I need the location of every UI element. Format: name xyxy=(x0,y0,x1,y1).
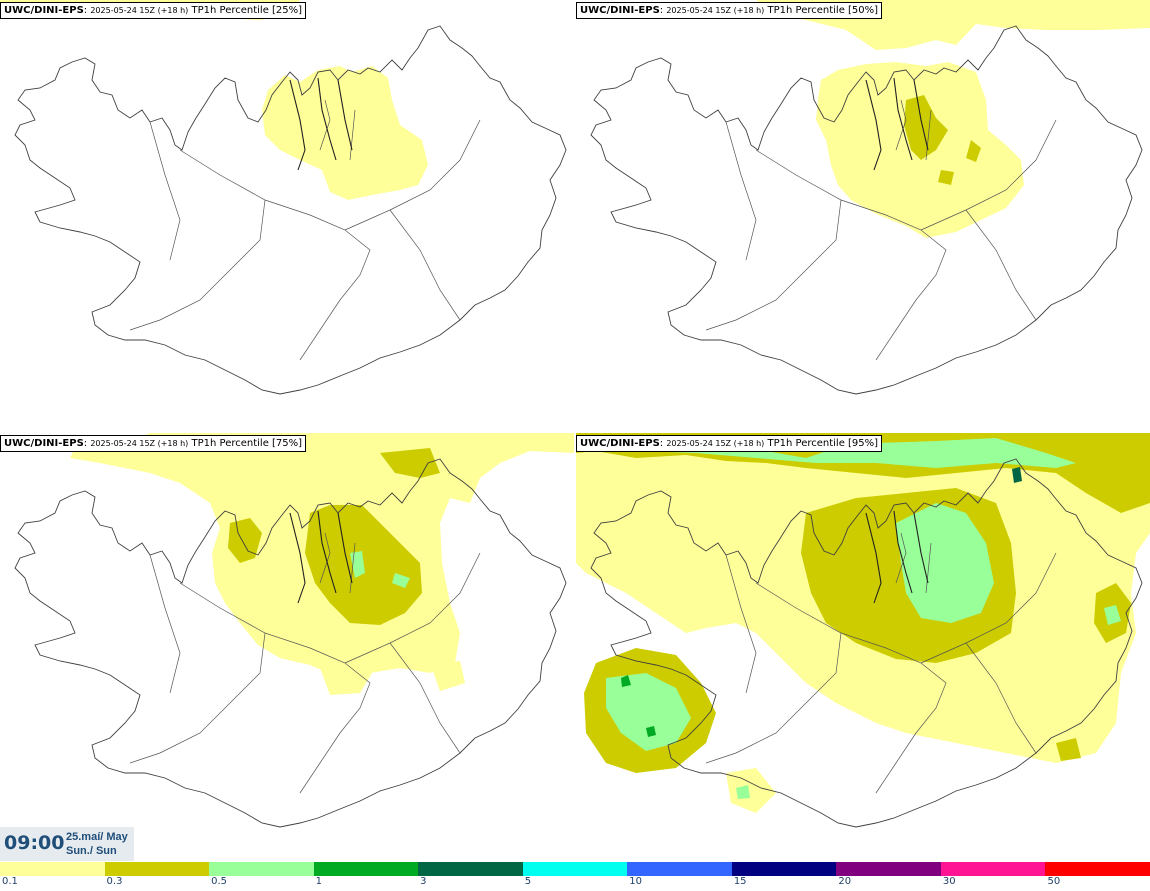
valid-hour: 09:00 xyxy=(4,832,65,854)
legend-swatch xyxy=(209,862,314,876)
legend-swatch xyxy=(940,862,1046,876)
valid-time-box: 09:00 25.maí/ May Sun./ Sun xyxy=(0,827,134,861)
legend-tick-label: 20 xyxy=(838,876,852,887)
panel-title: UWC/DINI-EPS: 2025-05-24 15Z (+18 h) TP1… xyxy=(0,2,307,19)
legend-swatch xyxy=(418,862,523,876)
model-name: UWC/DINI-EPS xyxy=(4,438,84,449)
legend-swatch xyxy=(627,862,732,876)
field-name: TP1h Percentile [95%] xyxy=(767,438,879,449)
legend-tick-label: 30 xyxy=(942,876,956,887)
run-time: 2025-05-24 15Z (+18 h) xyxy=(90,6,189,15)
legend-swatch xyxy=(731,862,837,876)
legend-tick-label: 15 xyxy=(733,876,747,887)
precip-map-p75 xyxy=(0,433,574,862)
legend-swatch xyxy=(0,862,105,876)
legend-tick-label: 3 xyxy=(420,876,427,887)
run-time: 2025-05-24 15Z (+18 h) xyxy=(666,6,765,15)
model-name: UWC/DINI-EPS xyxy=(580,5,660,16)
model-name: UWC/DINI-EPS xyxy=(580,438,660,449)
legend-swatch xyxy=(836,862,941,876)
valid-date-text: 25.maí/ May xyxy=(66,831,128,843)
panel-title: UWC/DINI-EPS: 2025-05-24 15Z (+18 h) TP1… xyxy=(0,435,307,452)
field-name: TP1h Percentile [25%] xyxy=(191,5,303,16)
map-panel-p95: UWC/DINI-EPS: 2025-05-24 15Z (+18 h) TP1… xyxy=(576,433,1150,862)
precip-map-p95 xyxy=(576,433,1150,862)
map-panel-p25: UWC/DINI-EPS: 2025-05-24 15Z (+18 h) TP1… xyxy=(0,0,574,429)
run-time: 2025-05-24 15Z (+18 h) xyxy=(666,439,765,448)
precip-map-p25 xyxy=(0,0,574,429)
legend-tick-label: 0.3 xyxy=(106,876,123,887)
valid-day-text: Sun./ Sun xyxy=(66,845,117,857)
legend-swatch xyxy=(104,862,210,876)
panel-title: UWC/DINI-EPS: 2025-05-24 15Z (+18 h) TP1… xyxy=(576,435,883,452)
map-panel-p50: UWC/DINI-EPS: 2025-05-24 15Z (+18 h) TP1… xyxy=(576,0,1150,429)
precip-map-p50 xyxy=(576,0,1150,429)
run-time: 2025-05-24 15Z (+18 h) xyxy=(90,439,189,448)
legend-tick-label: 0.1 xyxy=(2,876,18,887)
legend-tick-label: 1 xyxy=(315,876,322,887)
panel-divider-horizontal xyxy=(0,429,1150,433)
legend-swatch xyxy=(522,862,628,876)
field-name: TP1h Percentile [75%] xyxy=(191,438,303,449)
panel-title: UWC/DINI-EPS: 2025-05-24 15Z (+18 h) TP1… xyxy=(576,2,883,19)
map-panel-p75: UWC/DINI-EPS: 2025-05-24 15Z (+18 h) TP1… xyxy=(0,433,574,862)
legend-tick-label: 0.5 xyxy=(211,876,227,887)
legend-swatch xyxy=(313,862,419,876)
field-name: TP1h Percentile [50%] xyxy=(767,5,879,16)
legend-swatch xyxy=(1045,862,1150,876)
legend-tick-label: 50 xyxy=(1047,876,1061,887)
legend-tick-label: 5 xyxy=(524,876,532,887)
valid-date: 25.maí/ May Sun./ Sun xyxy=(66,830,128,858)
legend-tick-label: 10 xyxy=(629,876,642,887)
model-name: UWC/DINI-EPS xyxy=(4,5,84,16)
color-legend-bar xyxy=(0,862,1150,876)
color-legend-ticks: 0.1 0.3 0.5 1 3 5 10 15 20 30 50 xyxy=(0,876,1150,891)
